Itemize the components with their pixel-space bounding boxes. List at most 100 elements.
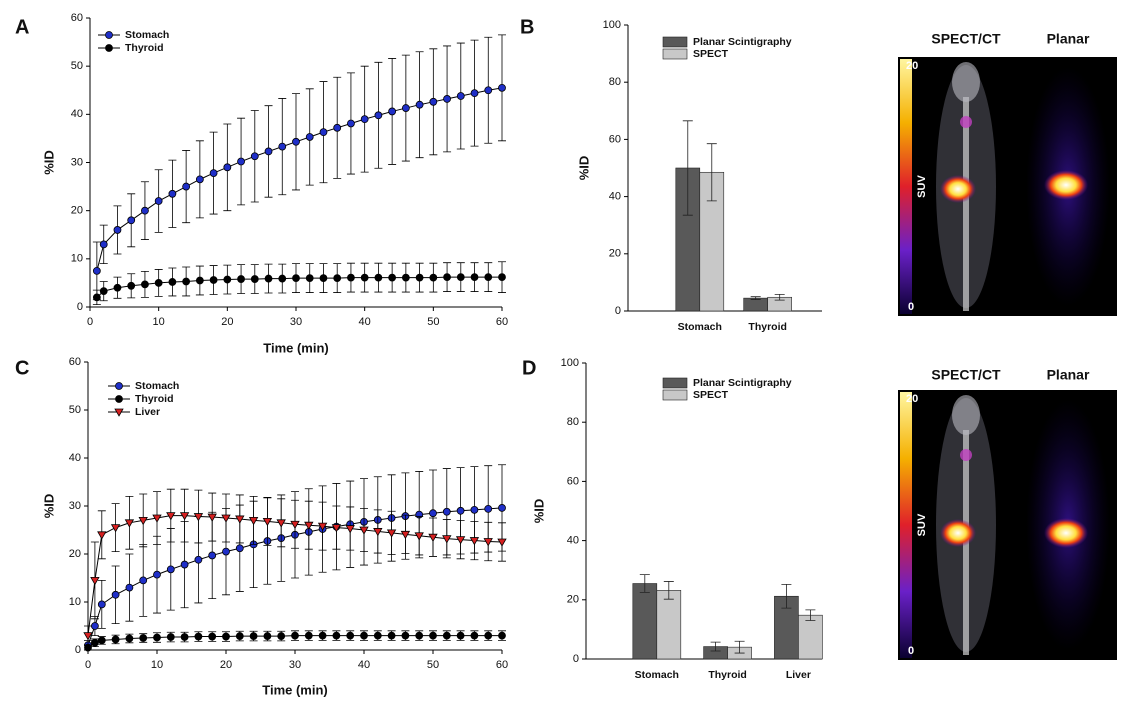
marker bbox=[139, 576, 148, 585]
marker bbox=[152, 514, 162, 523]
marker bbox=[498, 273, 506, 282]
x-tick-label: 30 bbox=[289, 659, 301, 671]
marker bbox=[99, 240, 108, 249]
error-bar bbox=[750, 296, 761, 300]
marker bbox=[388, 107, 397, 116]
y-tick-label: 20 bbox=[567, 594, 579, 606]
marker bbox=[290, 520, 300, 530]
marker bbox=[207, 513, 217, 522]
marker bbox=[166, 512, 176, 521]
marker bbox=[400, 530, 411, 540]
marker bbox=[92, 293, 101, 302]
bar bbox=[632, 583, 658, 660]
marker bbox=[166, 633, 175, 641]
series-line bbox=[96, 87, 503, 272]
legend-label: Planar Scintigraphy bbox=[693, 36, 792, 48]
marker bbox=[442, 507, 451, 516]
marker bbox=[262, 517, 273, 527]
marker bbox=[497, 538, 507, 547]
planar-stomach bbox=[1044, 170, 1088, 200]
marker bbox=[498, 631, 506, 640]
marker bbox=[91, 638, 99, 647]
image-label: Planar bbox=[1047, 31, 1090, 47]
y-tick-label: 40 bbox=[69, 452, 81, 464]
marker bbox=[235, 544, 244, 553]
bar bbox=[743, 297, 768, 312]
marker bbox=[386, 529, 397, 538]
marker bbox=[141, 280, 149, 289]
marker bbox=[333, 123, 342, 132]
marker bbox=[360, 631, 368, 640]
image-panel: SPECT/CT Planar 20 0 SUV bbox=[898, 31, 1117, 316]
y-tick-label: 20 bbox=[69, 548, 81, 560]
legend-swatch bbox=[662, 389, 688, 401]
legend-marker bbox=[114, 408, 124, 417]
scale-label: SUV bbox=[916, 175, 928, 198]
marker bbox=[428, 533, 438, 543]
marker bbox=[347, 119, 355, 128]
y-tick-label: 20 bbox=[71, 205, 83, 217]
legend-label: Planar Scintigraphy bbox=[693, 377, 792, 389]
legend-marker bbox=[115, 382, 123, 390]
marker bbox=[360, 115, 369, 124]
marker bbox=[154, 197, 163, 205]
y-tick-label: 10 bbox=[71, 253, 83, 265]
legend-swatch bbox=[662, 377, 688, 389]
y-tick-label: 0 bbox=[75, 644, 81, 656]
marker bbox=[415, 100, 424, 109]
marker bbox=[166, 565, 175, 574]
marker bbox=[250, 152, 259, 161]
marker bbox=[401, 273, 410, 282]
marker bbox=[83, 632, 93, 641]
marker bbox=[97, 531, 107, 540]
marker bbox=[498, 504, 506, 512]
x-tick-label: 50 bbox=[427, 659, 439, 671]
y-axis-label: %ID bbox=[41, 150, 56, 175]
marker bbox=[415, 631, 424, 640]
error-bar bbox=[805, 609, 816, 621]
marker bbox=[345, 525, 355, 534]
x-tick-label: 10 bbox=[153, 316, 165, 328]
marker bbox=[429, 509, 437, 518]
x-tick-label: Thyroid bbox=[748, 321, 787, 333]
legend-label: SPECT bbox=[693, 48, 729, 60]
marker bbox=[221, 514, 231, 523]
marker bbox=[415, 273, 424, 282]
marker bbox=[319, 274, 328, 283]
image-panel: SPECT/CT Planar 20 0 SUV bbox=[898, 367, 1117, 660]
y-tick-label: 0 bbox=[615, 305, 621, 317]
scale-min: 0 bbox=[908, 301, 914, 313]
marker bbox=[455, 536, 466, 545]
marker bbox=[195, 276, 204, 285]
marker bbox=[208, 632, 217, 641]
marker bbox=[292, 137, 300, 146]
x-axis-label: Time (min) bbox=[263, 340, 329, 355]
marker bbox=[97, 600, 106, 609]
marker bbox=[456, 506, 465, 515]
marker bbox=[179, 512, 190, 521]
y-tick-label: 100 bbox=[603, 19, 621, 31]
marker bbox=[359, 526, 369, 535]
marker bbox=[113, 226, 122, 234]
error-bar bbox=[734, 640, 745, 654]
marker bbox=[484, 631, 493, 640]
marker bbox=[182, 277, 191, 286]
marker bbox=[442, 535, 452, 544]
marker bbox=[484, 273, 493, 282]
marker bbox=[318, 631, 327, 640]
bar bbox=[798, 614, 823, 660]
marker bbox=[305, 274, 314, 283]
marker bbox=[222, 547, 230, 556]
panel-label: A bbox=[15, 16, 29, 38]
marker bbox=[153, 633, 161, 642]
image-label: SPECT/CT bbox=[931, 31, 1001, 47]
marker bbox=[332, 631, 341, 640]
marker bbox=[498, 83, 506, 92]
marker bbox=[264, 147, 273, 156]
legend-label: Thyroid bbox=[125, 42, 164, 54]
scale-label: SUV bbox=[916, 513, 928, 536]
stomach-uptake bbox=[940, 519, 976, 547]
marker bbox=[470, 89, 479, 98]
y-tick-label: 50 bbox=[69, 404, 81, 416]
marker bbox=[141, 206, 149, 215]
